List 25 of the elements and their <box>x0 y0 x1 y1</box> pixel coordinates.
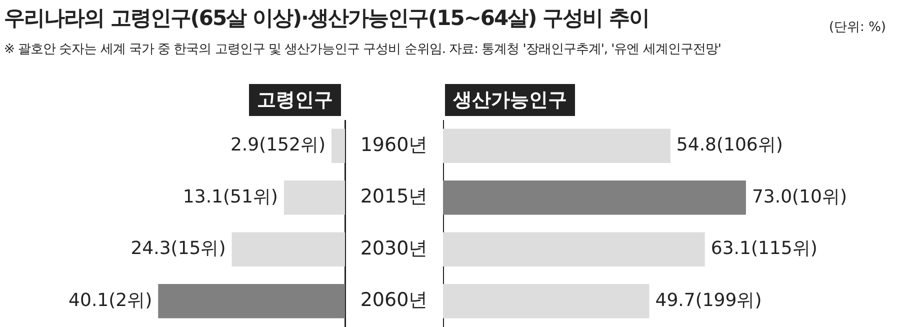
data-label: 24.3(15위) <box>130 238 226 260</box>
chart-title: 우리나라의 고령인구(65살 이상)·생산가능인구(15~64살) 구성비 추이 <box>4 5 649 32</box>
data-label: 63.1(115위) <box>710 238 818 260</box>
bar <box>443 232 705 266</box>
data-label: 54.8(106위) <box>676 134 783 156</box>
text: ※ 괄호안 숫자는 세계 국가 중 한국의 고령인구 및 생산가능인구 구성비 순위임. 자료: 통계청 '장래인구추계', '유엔 세계인구전망' <box>4 41 721 58</box>
bar <box>284 180 345 215</box>
bar <box>331 128 345 163</box>
data-label: 73.0(10위) <box>752 186 847 208</box>
data-label: 40.1(2위) <box>68 290 152 311</box>
data-label: 2.9(152위) <box>230 134 326 156</box>
text: (단위: %) <box>828 19 886 36</box>
series-label: 생산가능인구 <box>445 84 575 116</box>
y-tick-label: 1960년 <box>360 134 428 156</box>
data-label: 13.1(51위) <box>182 186 278 208</box>
y-tick-label: 2060년 <box>360 289 428 312</box>
bar <box>443 180 746 215</box>
y-tick-label: 2030년 <box>360 237 428 260</box>
bar <box>158 284 345 318</box>
y-tick-label: 2015년 <box>360 186 428 208</box>
series-label: 고령인구 <box>249 84 341 116</box>
bar <box>443 284 650 318</box>
bar <box>232 232 345 266</box>
bar <box>443 128 670 163</box>
data-label: 49.7(199위) <box>655 290 762 311</box>
